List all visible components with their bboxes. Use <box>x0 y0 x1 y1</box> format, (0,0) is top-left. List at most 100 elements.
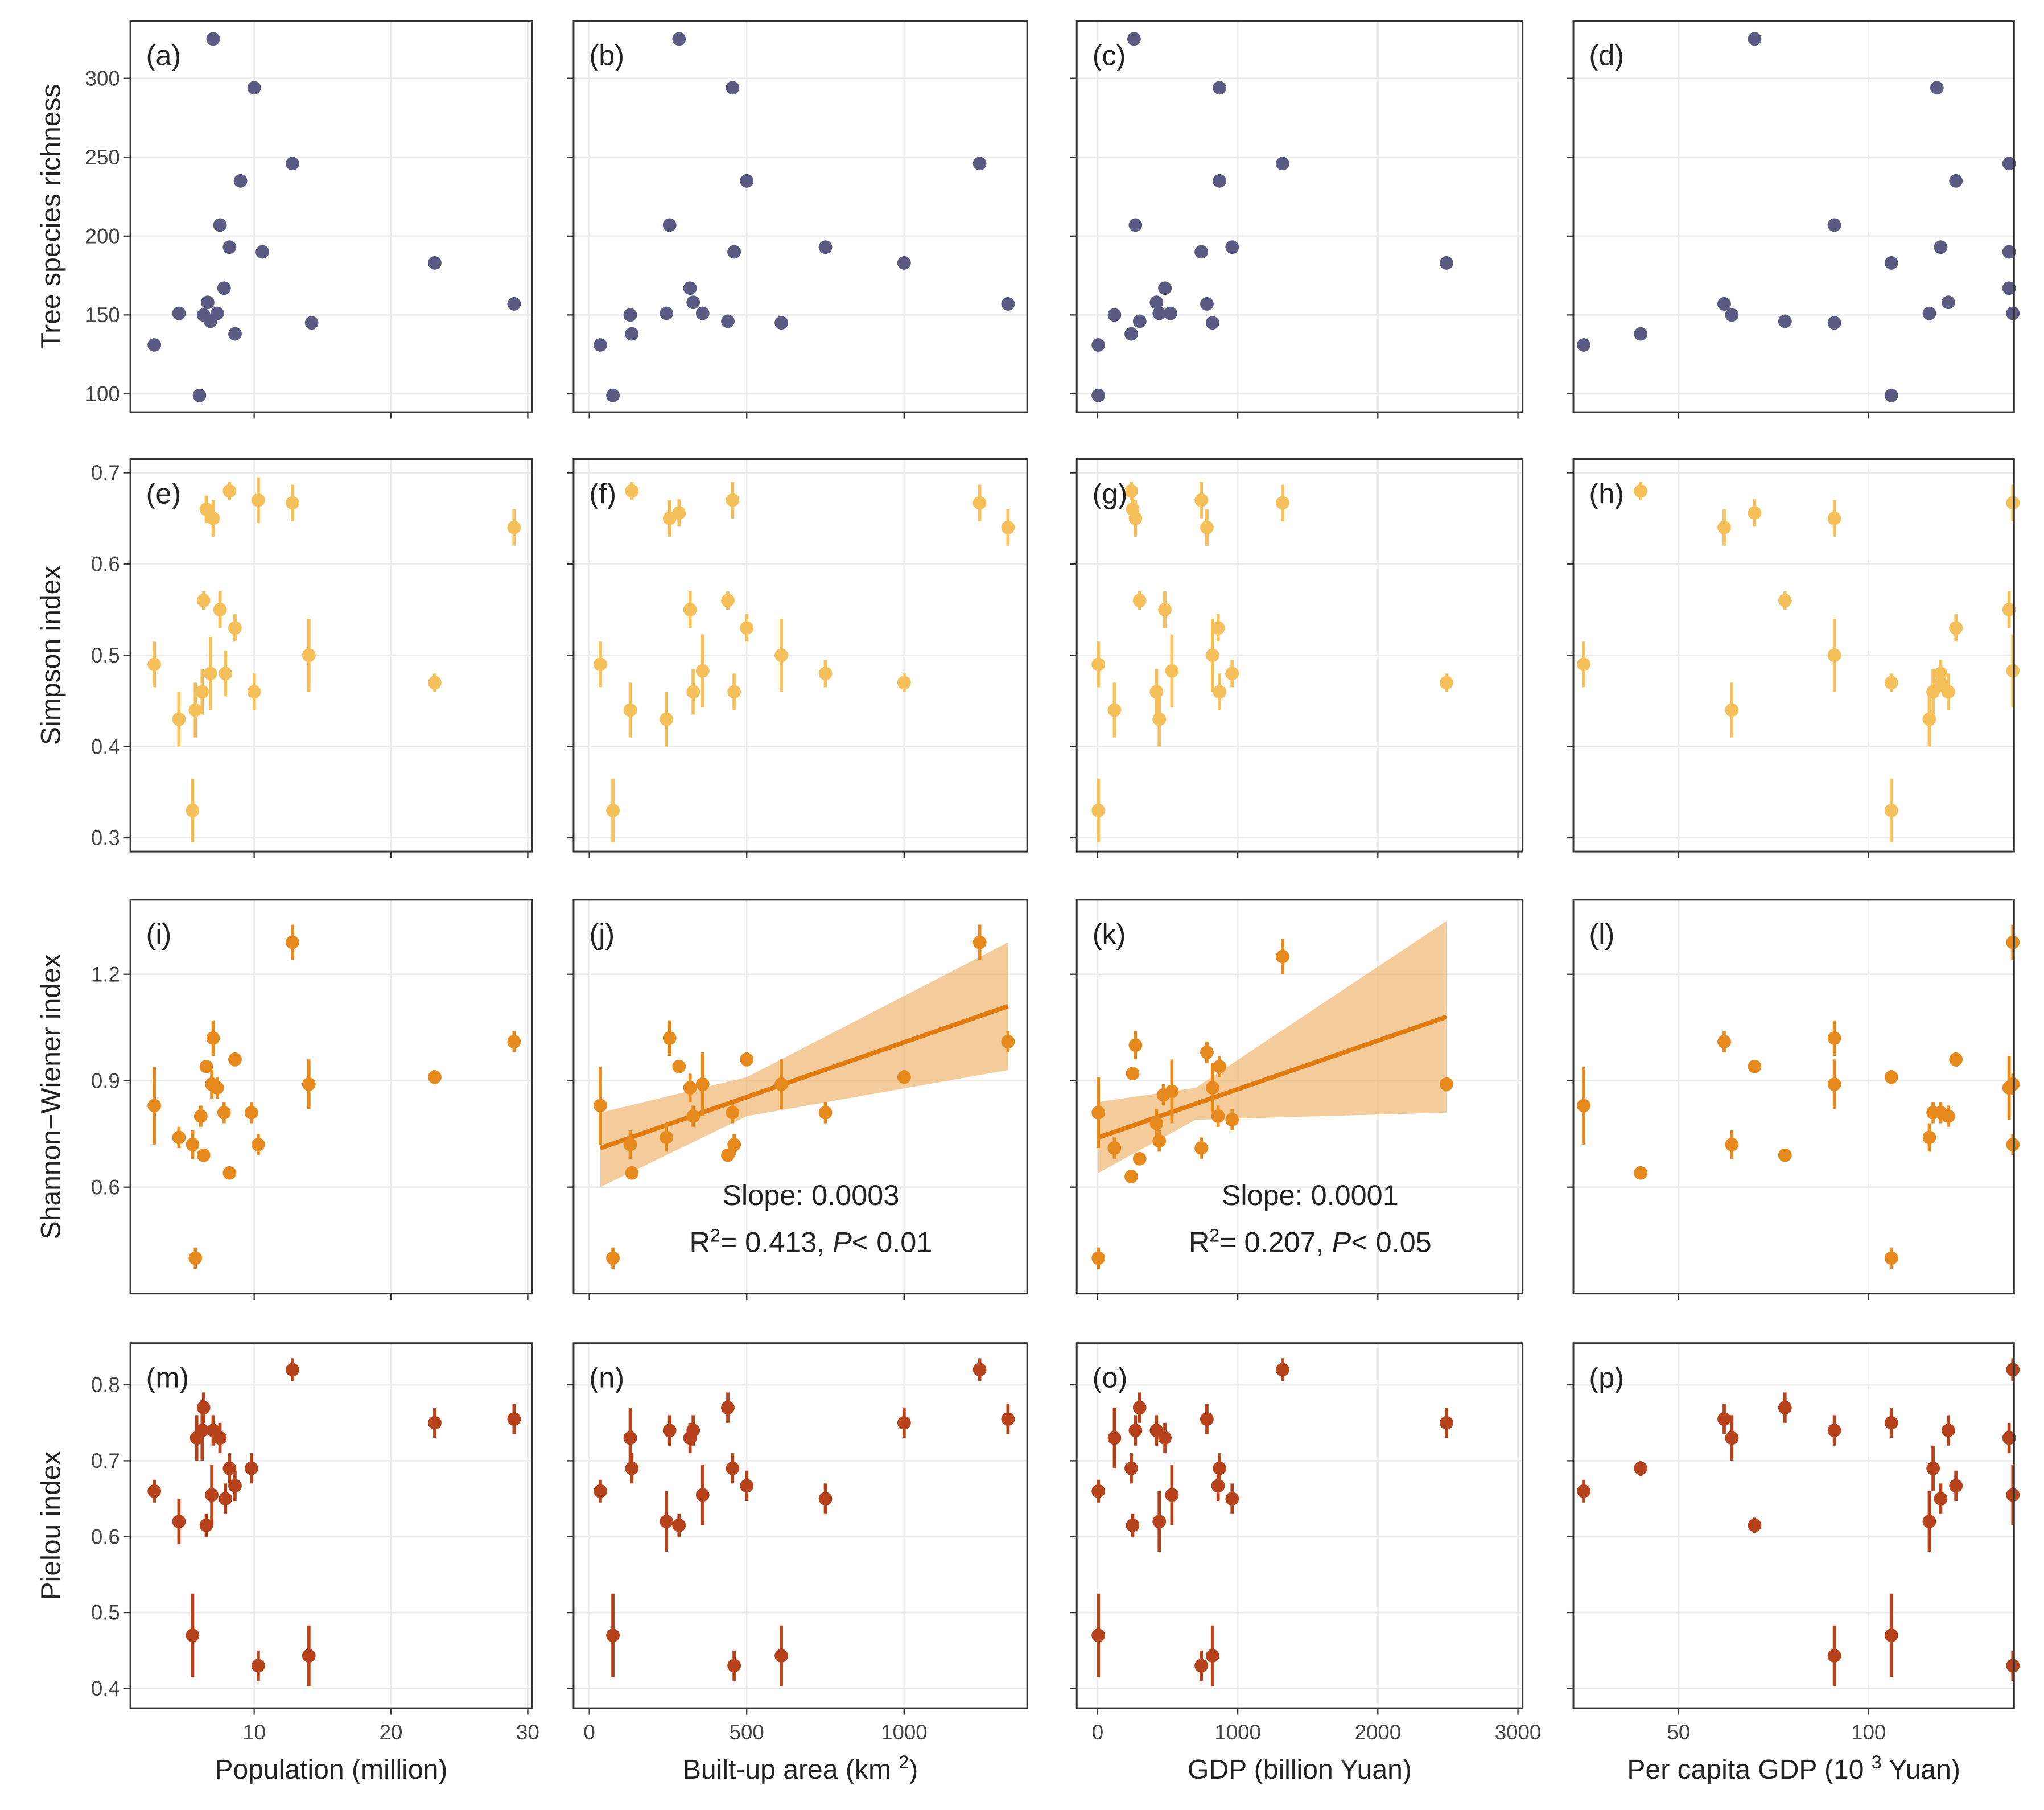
point <box>286 1363 299 1377</box>
point <box>507 297 521 311</box>
point <box>1827 1649 1841 1663</box>
point <box>2002 157 2016 171</box>
panel: 50 100 (p) Per capita GDP (10 3 Yuan) <box>1567 1342 2020 1785</box>
text-part: Yuan) <box>1882 1754 1960 1785</box>
panel-label: (c) <box>1093 39 1126 72</box>
y-tick-label: 0.6 <box>91 1525 120 1548</box>
point <box>228 327 242 341</box>
point <box>726 1105 740 1120</box>
point <box>1132 594 1147 608</box>
point <box>660 712 674 726</box>
text-part: Per capita GDP (10 <box>1627 1754 1872 1785</box>
point <box>721 1401 735 1414</box>
y-tick-label: 0.4 <box>91 735 120 758</box>
point <box>1205 1081 1219 1095</box>
text-part: R <box>689 1225 710 1258</box>
point <box>1634 1166 1648 1180</box>
x-tick-label: 3000 <box>1495 1721 1542 1744</box>
point <box>1132 1401 1147 1414</box>
y-tick-label: 0.7 <box>91 1449 120 1472</box>
panel-background <box>130 899 532 1294</box>
panel: (l) <box>1567 899 2020 1301</box>
point <box>1091 1105 1106 1120</box>
panel: (c) <box>1070 20 1524 419</box>
point <box>2006 1488 2020 1502</box>
x-tick-label: 1000 <box>1214 1721 1261 1744</box>
point <box>606 1628 620 1643</box>
point <box>1930 81 1944 95</box>
point <box>1213 1059 1227 1073</box>
point <box>1934 240 1948 254</box>
point <box>1152 1134 1167 1148</box>
point <box>172 306 186 320</box>
point <box>1213 174 1227 188</box>
point <box>1091 1484 1106 1498</box>
point <box>172 712 186 726</box>
point <box>302 1077 316 1091</box>
point <box>672 506 686 520</box>
text-part: GDP (billion Yuan) <box>1188 1754 1412 1785</box>
point <box>1941 1109 1955 1123</box>
point <box>1275 157 1289 171</box>
y-tick-label: 250 <box>85 146 120 169</box>
point <box>188 1251 203 1265</box>
panel: 0 500 1000 (n) Built-up area (km 2) <box>567 1342 1028 1785</box>
point <box>897 256 911 270</box>
point <box>1884 256 1898 270</box>
point <box>1827 1424 1841 1437</box>
panel: (k) Slope: 0.0001 R2= 0.207, P< 0.05 <box>1070 899 1524 1301</box>
point <box>1124 484 1138 498</box>
point <box>206 1031 220 1045</box>
point <box>1827 1077 1841 1091</box>
point <box>286 935 299 949</box>
point <box>1128 218 1143 232</box>
point <box>1165 1488 1179 1502</box>
text-part: Built-up area (km <box>683 1754 899 1785</box>
point <box>1884 1628 1898 1643</box>
point <box>2002 245 2016 259</box>
y-tick-label: 1.2 <box>91 962 120 986</box>
point <box>1152 306 1167 320</box>
point <box>1725 703 1739 717</box>
y-tick-label: 0.8 <box>91 1373 120 1397</box>
point <box>1725 1431 1739 1445</box>
point <box>233 174 248 188</box>
point <box>686 685 700 699</box>
x-tick-label: 30 <box>516 1721 539 1744</box>
panel-border <box>1075 458 1524 853</box>
y-tick-label: 0.9 <box>91 1069 120 1092</box>
x-axis-label: Population (million) <box>215 1754 447 1785</box>
point <box>1577 657 1590 672</box>
x-tick-label: 20 <box>380 1721 403 1744</box>
panel-border <box>572 899 1028 1295</box>
panel: (j) Slope: 0.0003 R2= 0.413, P< 0.01 <box>567 899 1028 1301</box>
text-part: < 0.01 <box>852 1225 932 1258</box>
point <box>193 1109 208 1123</box>
x-tick-label: 10 <box>242 1721 266 1744</box>
point <box>897 1070 911 1084</box>
point <box>1213 81 1227 95</box>
point <box>1748 32 1762 46</box>
point <box>206 32 220 46</box>
y-tick-label: 0.5 <box>91 1601 120 1624</box>
point <box>206 511 220 525</box>
point <box>695 664 710 678</box>
annotation: Slope: 0.0003 <box>722 1179 899 1211</box>
point <box>1001 1412 1015 1426</box>
point <box>186 1628 200 1643</box>
point <box>1827 316 1841 330</box>
x-tick-label: 0 <box>1092 1721 1103 1744</box>
panel-border <box>1572 20 2015 413</box>
y-axis-label: Pielou index <box>35 1451 66 1600</box>
point <box>686 1109 700 1123</box>
y-axis-label: Tree species richness <box>35 84 66 349</box>
point <box>195 685 209 699</box>
point <box>1778 594 1792 608</box>
point <box>1827 218 1841 232</box>
panel-label: (g) <box>1093 477 1128 509</box>
point <box>172 1515 186 1529</box>
text-part: ) <box>909 1754 918 1785</box>
point <box>1440 1416 1453 1430</box>
point <box>2006 1137 2020 1151</box>
panel-label: (l) <box>1589 918 1615 951</box>
